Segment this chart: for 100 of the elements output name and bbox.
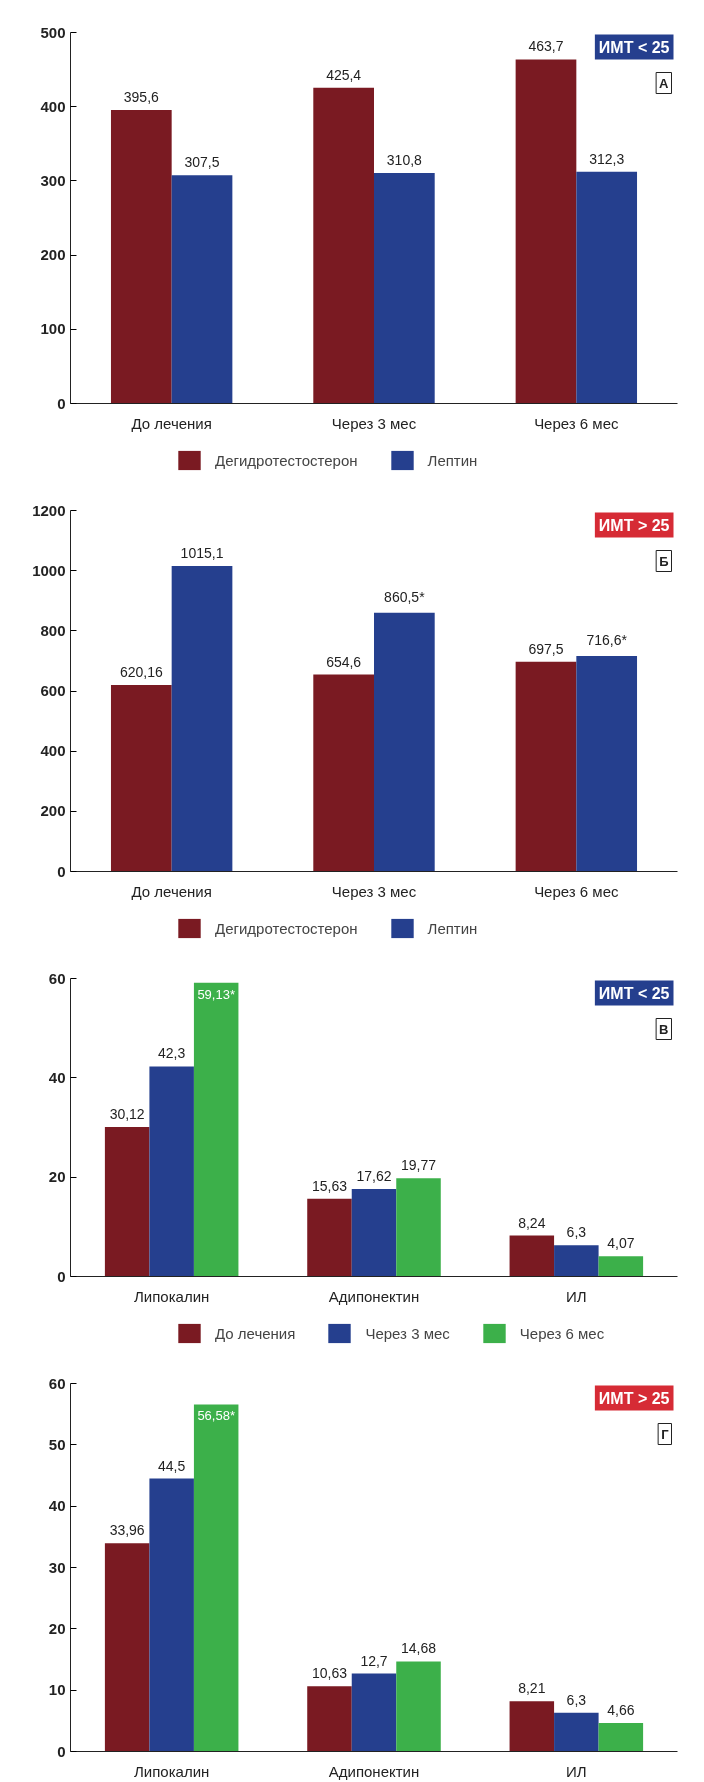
x-tick-label: Липокалин — [134, 1287, 210, 1305]
bar — [515, 661, 577, 872]
data-label: 59,13* — [197, 986, 235, 1002]
y-tick-label: 200 — [40, 802, 66, 820]
bar — [396, 1661, 441, 1752]
y-tick-label: 40 — [48, 1497, 66, 1515]
data-label: 4,07 — [607, 1235, 635, 1252]
annotation: ИМТ > 25 — [598, 516, 670, 534]
data-label: 310,8 — [386, 151, 423, 168]
data-label: 1015,1 — [180, 545, 224, 562]
bar — [598, 1722, 644, 1752]
y-tick-label: 0 — [57, 862, 66, 880]
data-label: 860,5* — [384, 588, 426, 605]
x-tick-label: Через 6 мес — [534, 414, 620, 432]
y-tick-label: 100 — [40, 320, 66, 338]
bar — [509, 1235, 555, 1277]
data-label: 19,77 — [401, 1157, 437, 1174]
x-tick-label: ИЛ — [566, 1762, 587, 1780]
x-tick-label: До лечения — [131, 414, 212, 432]
y-tick-label: 600 — [40, 682, 66, 699]
data-label: 44,5 — [158, 1457, 186, 1474]
x-tick-label: Через 3 мес — [331, 414, 417, 432]
annotation: ИМТ < 25 — [598, 38, 670, 56]
bar — [351, 1188, 397, 1277]
y-tick-label: 30 — [48, 1558, 66, 1576]
annotation: ИМТ > 25 — [598, 1389, 670, 1407]
x-tick-label: Липокалин — [134, 1762, 210, 1780]
annotation: Б — [659, 553, 669, 569]
bar — [554, 1245, 599, 1277]
x-tick-label: Через 6 мес — [534, 882, 620, 900]
y-tick-label: 200 — [40, 246, 66, 264]
bar — [149, 1478, 194, 1752]
y-tick-label: 1000 — [32, 561, 66, 579]
y-tick-label: 0 — [57, 394, 66, 412]
data-label: 654,6 — [326, 653, 362, 670]
data-label: 14,68 — [401, 1640, 437, 1657]
bar — [307, 1198, 352, 1277]
annotation: В — [659, 1021, 669, 1037]
data-label: 463,7 — [528, 38, 564, 55]
y-tick-label: 800 — [40, 621, 66, 639]
data-label: 395,6 — [123, 88, 160, 105]
x-tick-label: До лечения — [131, 882, 212, 900]
bar — [509, 1701, 555, 1752]
data-label: 697,5 — [528, 640, 564, 657]
y-tick-label: 500 — [40, 23, 66, 41]
bar — [193, 1404, 239, 1752]
y-tick-label: 60 — [48, 969, 66, 987]
bar — [576, 655, 638, 872]
bar — [104, 1543, 150, 1752]
bar — [554, 1712, 599, 1752]
data-label: 307,5 — [184, 154, 220, 171]
legend-label: Дегидротестостерон — [215, 451, 358, 469]
bar — [598, 1256, 644, 1277]
bar — [110, 684, 172, 872]
y-tick-label: 60 — [48, 1374, 66, 1392]
y-tick-label: 400 — [40, 742, 66, 760]
bar — [193, 982, 239, 1277]
annotation: ИМТ < 25 — [598, 984, 670, 1002]
y-tick-label: 20 — [48, 1619, 66, 1637]
y-tick-label: 0 — [57, 1267, 66, 1285]
y-tick-label: 50 — [48, 1435, 66, 1453]
y-tick-label: 300 — [40, 171, 66, 189]
data-label: 4,66 — [607, 1701, 635, 1718]
y-tick-label: 1200 — [32, 501, 66, 519]
data-label: 56,58* — [197, 1408, 235, 1424]
bar — [576, 171, 638, 404]
legend-label: Через 3 мес — [365, 1324, 450, 1342]
legend-label: Лептин — [427, 919, 478, 937]
data-label: 425,4 — [326, 66, 362, 83]
bar — [374, 172, 435, 404]
y-tick-label: 400 — [40, 97, 66, 115]
bar — [515, 59, 577, 404]
y-tick-label: 0 — [57, 1742, 66, 1760]
legend-label: Через 6 мес — [519, 1324, 605, 1342]
data-label: 716,6* — [586, 631, 628, 648]
bar — [396, 1178, 441, 1277]
annotation: А — [659, 75, 670, 91]
data-label: 12,7 — [360, 1652, 388, 1669]
data-label: 42,3 — [158, 1045, 186, 1062]
legend-label: До лечения — [215, 1324, 296, 1342]
x-tick-label: ИЛ — [566, 1287, 587, 1305]
bar — [110, 109, 172, 404]
y-tick-label: 20 — [48, 1168, 66, 1186]
y-tick-label: 10 — [48, 1681, 66, 1699]
bar — [149, 1066, 194, 1277]
bar — [171, 175, 233, 404]
y-tick-label: 40 — [48, 1068, 66, 1086]
data-label: 8,24 — [518, 1214, 546, 1231]
x-tick-label: Адипонектин — [328, 1287, 420, 1305]
bar — [307, 1686, 352, 1752]
bar — [351, 1673, 397, 1752]
data-label: 30,12 — [109, 1105, 145, 1122]
data-label: 10,63 — [311, 1665, 348, 1682]
data-label: 6,3 — [566, 1691, 587, 1708]
data-label: 312,3 — [589, 150, 625, 167]
annotation: Г — [661, 1426, 670, 1442]
x-tick-label: Адипонектин — [328, 1762, 420, 1780]
bar — [374, 612, 435, 872]
data-label: 8,21 — [518, 1680, 546, 1697]
bar — [313, 674, 374, 872]
